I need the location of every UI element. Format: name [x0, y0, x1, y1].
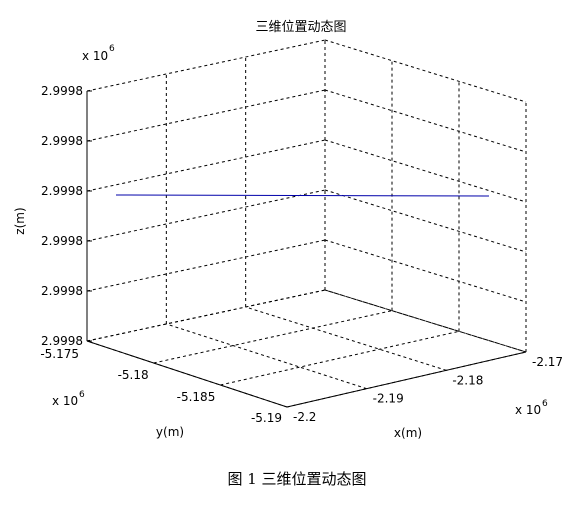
- x-gridline-floor: [166, 323, 367, 390]
- z-tick-label: 2.9998: [41, 134, 83, 148]
- x-gridline-floor: [324, 289, 527, 353]
- z-gridline-left-wall: [86, 39, 326, 92]
- y-exponent-label: x 10 6: [52, 390, 85, 408]
- z-gridline-left-wall: [86, 189, 326, 242]
- y-tick-labels: -5.175 -5.18 -5.185 -5.19: [40, 347, 282, 425]
- z-tick-label: 2.9998: [41, 84, 83, 98]
- x-tick-label: -2.17: [532, 355, 563, 369]
- x-axis-edge: [286, 351, 527, 408]
- z-tick-labels: 2.9998 2.9998 2.9998 2.9998 2.9998 2.9998: [41, 84, 92, 348]
- y-axis-label: y(m): [156, 425, 184, 439]
- y-gridline-floor: [153, 310, 393, 364]
- z-exponent-power: 6: [109, 44, 115, 54]
- z-tick-label: 2.9998: [41, 184, 83, 198]
- z-gridline-back-wall: [324, 189, 527, 253]
- z-gridline-back-wall: [324, 239, 527, 303]
- z-gridline-left-wall: [86, 239, 326, 292]
- y-tick-label: -5.185: [177, 390, 216, 404]
- x-tick-label: -2.18: [452, 373, 483, 387]
- z-gridline-back-wall: [324, 89, 527, 153]
- x-tick-labels: -2.2 -2.19 -2.18 -2.17: [293, 355, 563, 424]
- x-gridline-floor: [245, 306, 447, 371]
- y-tick-label: -5.19: [251, 411, 282, 425]
- z-tick-label: 2.9998: [41, 234, 83, 248]
- y-exponent-base: x 10: [52, 394, 78, 408]
- x-tick-label: -2.19: [373, 392, 404, 406]
- chart-title: 三维位置动态图: [255, 20, 346, 35]
- x-exponent-power: 6: [542, 399, 548, 409]
- z-tick-label: 2.9998: [41, 284, 83, 298]
- z-gridline-back-wall: [324, 139, 527, 203]
- y-gridline-floor: [86, 289, 326, 342]
- z-axis-label: z(m): [13, 207, 27, 234]
- z-gridline-left-wall: [86, 89, 326, 142]
- z-gridline-back-wall: [324, 39, 527, 103]
- x-exponent-label: x 10 6: [515, 399, 548, 417]
- y-exponent-power: 6: [79, 390, 85, 400]
- y-tick-label: -5.18: [118, 368, 149, 382]
- grid-lines: [86, 39, 527, 408]
- x-tick-label: -2.2: [293, 410, 316, 424]
- y-gridline-floor: [220, 330, 460, 386]
- z-exponent-base: x 10: [82, 49, 108, 63]
- axes-box: [86, 91, 527, 408]
- y-axis-edge: [86, 340, 288, 408]
- series-line: [115, 194, 490, 197]
- z-gridline-left-wall: [86, 139, 326, 192]
- x-exponent-base: x 10: [515, 403, 541, 417]
- z-gridline-back-wall: [324, 289, 527, 353]
- z-exponent-label: x 10 6: [82, 44, 115, 63]
- x-axis-label: x(m): [394, 426, 422, 440]
- y-tick-label: -5.175: [40, 347, 79, 361]
- figure-caption: 图 1 三维位置动态图: [227, 470, 366, 488]
- z-tick-label: 2.9998: [41, 334, 83, 348]
